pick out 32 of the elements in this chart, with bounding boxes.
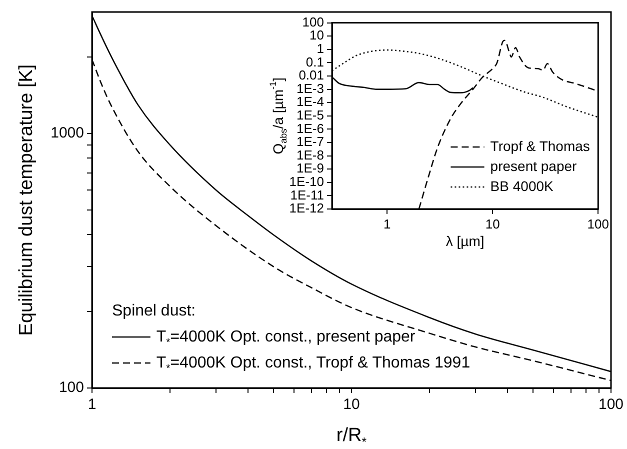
x-tick-label: 1 — [384, 216, 391, 232]
y-tick-label: 1E-6 — [296, 120, 324, 136]
y-tick-label: 1000 — [50, 124, 84, 142]
x-tick-label: 100 — [598, 396, 624, 414]
legend-label: T*=4000K Opt. const., Tropf & Thomas 1991 — [156, 354, 470, 374]
legend-label: BB 4000K — [490, 178, 554, 194]
y-tick-label: 1E-11 — [290, 187, 324, 202]
x-tick-label: 10 — [485, 216, 500, 232]
legend-label: Tropf & Thomas — [490, 138, 590, 154]
y-tick-label: 1E-7 — [296, 134, 324, 150]
y-tick-label: 1E-10 — [289, 174, 324, 189]
x-axis-title: r/R* — [336, 425, 367, 449]
y-tick-label: 1E-4 — [296, 94, 324, 110]
y-tick-label: 100 — [302, 14, 324, 30]
y-axis-title: Equilibrium dust temperature [K] — [16, 64, 38, 336]
y-axis-title: Qabs/a [µm-1] — [268, 78, 288, 154]
legend-label: T*=4000K Opt. const., present paper — [156, 328, 416, 348]
x-tick-label: 100 — [587, 216, 610, 232]
y-tick-label: 1 — [316, 40, 324, 56]
y-tick-label: 1E-8 — [296, 147, 324, 162]
x-tick-label: 10 — [343, 396, 360, 414]
y-tick-label: 1E-3 — [296, 80, 324, 96]
y-tick-label: 0.1 — [306, 54, 324, 70]
y-tick-label: 10 — [310, 28, 324, 43]
legend-title: Spinel dust: — [112, 302, 196, 320]
x-tick-label: 1 — [88, 396, 96, 414]
y-tick-label: 0.01 — [298, 68, 324, 83]
x-axis-title: λ [µm] — [446, 232, 484, 249]
y-tick-label: 1E-5 — [296, 107, 324, 122]
legend-label: present paper — [490, 158, 578, 174]
y-tick-label: 1E-9 — [296, 160, 324, 176]
y-tick-label: 1E-12 — [289, 200, 324, 216]
